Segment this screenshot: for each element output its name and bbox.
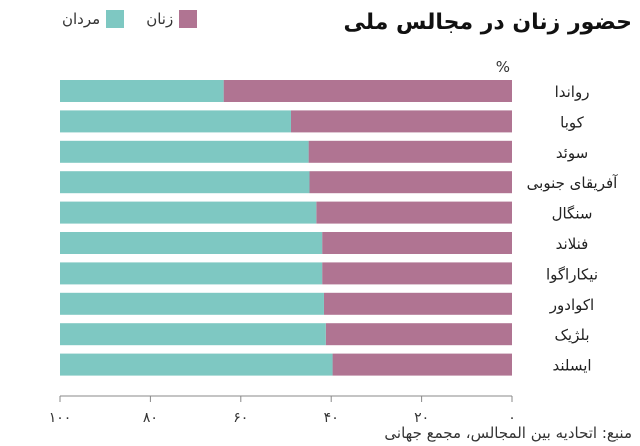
bar-chart: % رواندا کوبا سوئد آفریقای جنوبی سنگال فنلاند ن… — [49, 58, 619, 426]
bar-men-4 — [60, 201, 317, 224]
bar-men-9 — [60, 353, 333, 376]
category-label-1: کوبا — [560, 113, 584, 131]
bar-men-0 — [60, 80, 224, 102]
bar-women-4 — [316, 201, 512, 224]
source-note: منبع: اتحادیه بین المجالس، مجمع جهانی — [384, 424, 632, 442]
x-tick-label-2: ۴۰ — [324, 410, 339, 426]
legend-item-men: مردان — [62, 10, 125, 28]
chart-title: حضور زنان در مجالس ملی — [343, 10, 632, 35]
bar-men-1 — [60, 110, 291, 133]
x-tick-label-0: ۰ — [508, 410, 516, 426]
category-label-8: بلژیک — [554, 326, 589, 344]
bar-men-5 — [60, 232, 323, 254]
category-label-9: ایسلند — [552, 357, 591, 375]
category-label-2: سوئد — [556, 144, 588, 162]
legend-label-men: مردان — [62, 10, 101, 28]
category-label-7: اکوادور — [549, 296, 594, 314]
bar-men-7 — [60, 292, 324, 315]
x-tick-label-4: ۸۰ — [143, 410, 158, 426]
bar-men-8 — [60, 323, 326, 346]
legend-item-women: زنان — [146, 10, 198, 28]
bar-women-7 — [323, 292, 512, 315]
legend: زنان مردان — [62, 10, 198, 28]
category-label-5: فنلاند — [556, 235, 589, 253]
bar-men-6 — [60, 262, 323, 285]
x-tick-label-5: ۱۰۰ — [49, 410, 72, 426]
category-label-0: رواندا — [555, 83, 590, 101]
bar-women-8 — [325, 323, 512, 346]
x-tick-label-3: ۶۰ — [233, 410, 248, 426]
category-label-4: سنگال — [552, 205, 593, 223]
bar-women-1 — [290, 110, 512, 133]
category-label-3: آفریقای جنوبی — [527, 174, 619, 192]
legend-label-women: زنان — [146, 10, 174, 28]
x-tick-label-1: ۲۰ — [414, 410, 429, 426]
unit-label: % — [496, 58, 510, 76]
bar-men-3 — [60, 171, 310, 194]
bar-men-2 — [60, 140, 309, 163]
category-label-6: نیکاراگوا — [546, 265, 598, 283]
bar-women-0 — [223, 80, 512, 102]
legend-swatch-women — [179, 10, 198, 28]
bar-women-6 — [322, 262, 512, 285]
bar-women-5 — [322, 232, 512, 254]
legend-swatch-men — [106, 10, 125, 28]
bar-women-9 — [332, 353, 512, 376]
bar-women-2 — [308, 140, 512, 163]
bar-women-3 — [309, 171, 512, 194]
